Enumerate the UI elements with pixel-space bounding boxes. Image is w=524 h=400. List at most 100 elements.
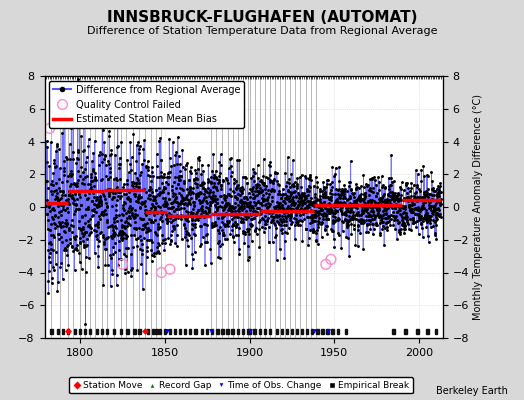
Point — [102, 173, 110, 180]
Point — [126, 215, 134, 221]
Point — [204, 212, 212, 218]
Point — [92, 202, 101, 208]
Point — [195, 182, 204, 188]
Point — [118, 205, 127, 211]
Point — [340, 192, 348, 199]
Point — [423, 172, 432, 179]
Point — [206, 194, 215, 200]
Point — [255, 219, 264, 225]
Point — [265, 162, 274, 168]
Point — [207, 173, 215, 180]
Point — [201, 262, 209, 268]
Point — [189, 230, 198, 237]
Point — [119, 230, 127, 236]
Point — [337, 210, 346, 216]
Point — [70, 236, 79, 242]
Point — [198, 203, 206, 210]
Point — [250, 208, 259, 214]
Point — [243, 226, 252, 232]
Point — [81, 174, 89, 180]
Point — [159, 187, 168, 194]
Point — [154, 220, 162, 227]
Point — [421, 192, 430, 198]
Point — [419, 188, 428, 195]
Point — [274, 219, 282, 225]
Point — [217, 186, 225, 192]
Point — [297, 183, 305, 190]
Point — [252, 212, 260, 218]
Point — [87, 174, 95, 180]
Point — [101, 236, 109, 242]
Bar — [216, 328, 219, 334]
Point — [135, 195, 144, 201]
Point — [343, 197, 351, 204]
Point — [354, 226, 363, 233]
Point — [150, 208, 158, 214]
Point — [352, 212, 361, 218]
Point — [334, 216, 343, 222]
Point — [359, 217, 367, 224]
Point — [297, 205, 305, 211]
Point — [269, 187, 277, 194]
Point — [299, 192, 308, 198]
Point — [166, 214, 174, 220]
Point — [273, 214, 281, 220]
Point — [221, 223, 229, 229]
Point — [417, 221, 425, 227]
Point — [109, 231, 117, 237]
Point — [339, 217, 347, 224]
Point — [401, 206, 409, 212]
Point — [278, 192, 287, 198]
Point — [350, 190, 358, 196]
Point — [403, 197, 412, 204]
Point — [313, 203, 321, 209]
Point — [352, 181, 361, 187]
Point — [357, 183, 365, 190]
Point — [288, 206, 297, 212]
Point — [344, 202, 352, 208]
Point — [136, 246, 145, 252]
Point — [96, 149, 104, 156]
Point — [315, 186, 324, 192]
Point — [113, 144, 122, 151]
Point — [257, 188, 266, 195]
Point — [158, 240, 167, 246]
Point — [366, 196, 374, 203]
Point — [92, 208, 100, 215]
Point — [58, 219, 66, 225]
Point — [167, 163, 176, 170]
Point — [228, 216, 236, 222]
Point — [211, 193, 220, 199]
Point — [103, 176, 112, 182]
Point — [282, 222, 291, 228]
Point — [357, 218, 365, 224]
Point — [136, 169, 145, 176]
Point — [86, 177, 95, 184]
Point — [188, 226, 196, 232]
Point — [64, 192, 73, 198]
Point — [216, 182, 225, 188]
Bar — [226, 328, 229, 334]
Point — [411, 189, 419, 196]
Point — [133, 212, 141, 218]
Point — [48, 178, 57, 184]
Point — [65, 200, 73, 207]
Point — [378, 212, 387, 218]
Point — [148, 239, 156, 245]
Point — [138, 222, 147, 228]
Point — [290, 188, 299, 195]
Point — [135, 143, 144, 150]
Point — [88, 187, 96, 194]
Point — [292, 210, 300, 216]
Point — [197, 171, 205, 178]
Point — [82, 229, 91, 236]
Point — [307, 207, 315, 213]
Point — [100, 211, 108, 218]
Point — [278, 204, 287, 211]
Point — [406, 216, 414, 222]
Point — [321, 194, 330, 200]
Point — [410, 194, 419, 201]
Point — [409, 181, 418, 188]
Point — [409, 220, 417, 226]
Point — [102, 211, 111, 218]
